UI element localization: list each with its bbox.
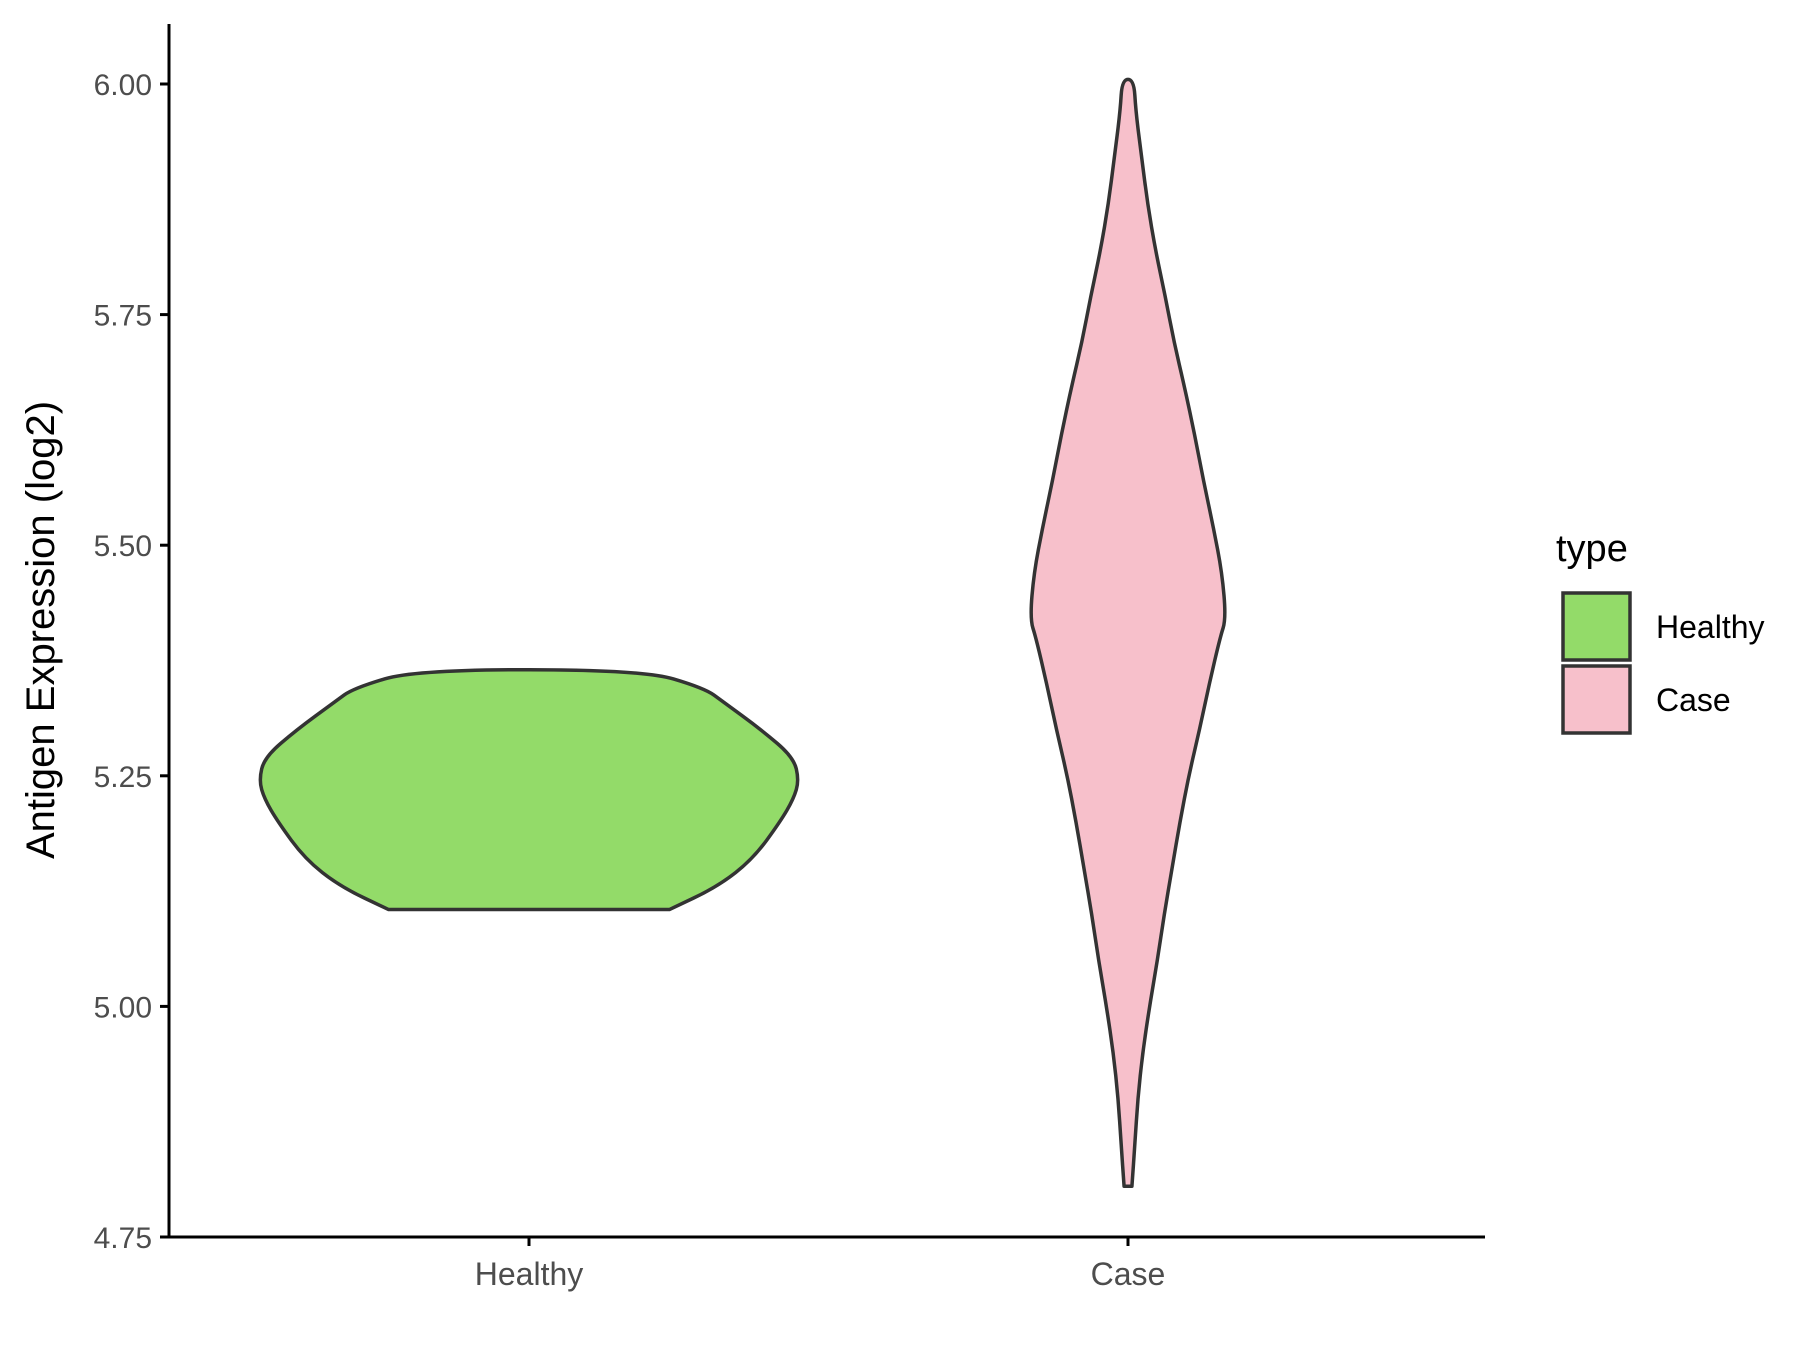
x-tick-label: Healthy [475, 1256, 584, 1292]
x-ticks: Healthy Case [475, 1237, 1166, 1292]
legend-label-case: Case [1656, 682, 1731, 718]
y-tick-label: 5.00 [94, 991, 152, 1024]
violin-healthy [258, 667, 800, 912]
violins [258, 77, 1227, 1189]
legend-title: type [1556, 528, 1628, 570]
y-tick-label: 4.75 [94, 1222, 152, 1255]
y-tick-label: 5.75 [94, 300, 152, 333]
y-ticks: 4.75 5.00 5.25 5.50 5.75 6.00 [94, 69, 169, 1255]
legend: type Healthy Case [1556, 528, 1765, 735]
legend-label-healthy: Healthy [1656, 609, 1765, 645]
y-tick-label: 6.00 [94, 69, 152, 102]
legend-swatch-healthy [1561, 591, 1632, 662]
y-tick-label: 5.50 [94, 530, 152, 563]
axes [167, 24, 1485, 1239]
violin-case [1029, 77, 1227, 1189]
legend-swatch-case [1561, 664, 1632, 735]
y-axis-title: Antigen Expression (log2) [19, 401, 63, 859]
x-tick-label: Case [1091, 1256, 1166, 1292]
y-tick-label: 5.25 [94, 761, 152, 794]
